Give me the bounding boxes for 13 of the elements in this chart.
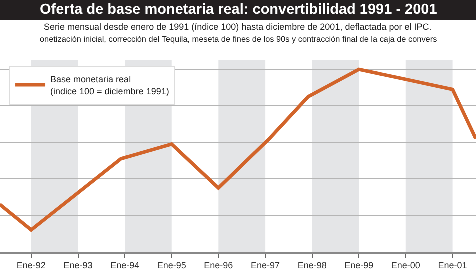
- x-tick-label: Ene-00: [391, 260, 420, 271]
- x-tick-label: Ene-01: [438, 260, 468, 271]
- x-tick-label: Ene-99: [344, 260, 374, 271]
- x-tick-label: Ene-94: [110, 260, 140, 271]
- x-tick-label: Ene-92: [16, 260, 46, 271]
- chart-title: Oferta de base monetaria real: convertibilidad 1991 - 2001: [40, 2, 438, 18]
- x-tick-label: Ene-97: [251, 260, 280, 271]
- x-tick-label: Ene-95: [157, 260, 186, 271]
- legend-label: Base monetaria real (indice 100 = diciembre 1991): [50, 74, 170, 96]
- x-tick-label: Ene-93: [64, 260, 93, 271]
- x-tick-label: Ene-98: [298, 260, 327, 271]
- x-tick-label: Ene-96: [204, 260, 234, 271]
- chart-subtitle: Serie mensual desde enero de 1991 (índice 100) hasta diciembre de 2001, deflactada por el IPC. onetización inicial, corrección del Tequila, meseta de fines de los 90s y contracción final de la caja de convers: [40, 22, 438, 44]
